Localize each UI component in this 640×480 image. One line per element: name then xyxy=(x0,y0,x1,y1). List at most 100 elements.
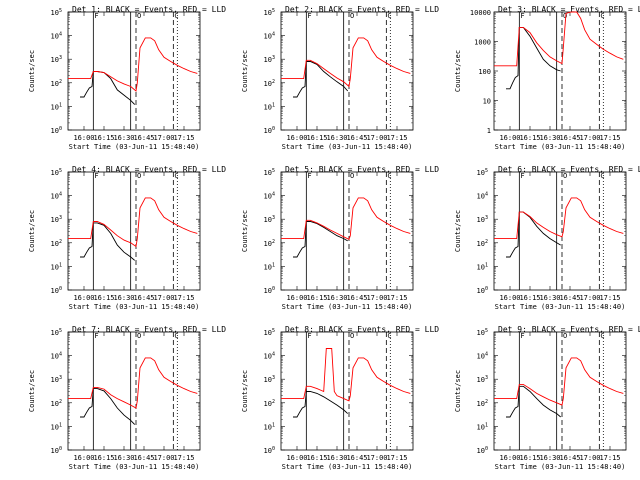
chart-title: Det 5: BLACK = Events, RED = LLD xyxy=(285,165,439,174)
y-tick-label: 100 xyxy=(264,446,275,455)
y-tick-label: 103 xyxy=(264,215,275,224)
x-tick-label: 16:45 xyxy=(346,454,367,462)
x-tick-label: 16:45 xyxy=(133,454,154,462)
x-tick-label: 16:15 xyxy=(519,134,540,142)
y-tick-label: 100 xyxy=(51,446,62,455)
marker-label: O xyxy=(350,172,354,180)
chart-title: Det 1: BLACK = Events, RED = LLD xyxy=(72,5,226,14)
marker-label: O xyxy=(563,172,567,180)
x-tick-label: 17:15 xyxy=(173,134,194,142)
x-tick-label: 16:15 xyxy=(519,294,540,302)
y-tick-label: 102 xyxy=(51,399,62,408)
x-tick-label: 16:30 xyxy=(326,454,347,462)
y-tick-label: 105 xyxy=(51,168,62,177)
panel-det-7: Det 7: BLACK = Events, RED = LLD 100 101 10… xyxy=(28,325,226,471)
y-tick-label: 101 xyxy=(477,422,488,431)
series-line-lld xyxy=(281,37,411,88)
series-line-lld xyxy=(281,197,411,241)
series-line-lld xyxy=(281,348,411,402)
x-tick-label: 16:30 xyxy=(326,294,347,302)
marker-label: F xyxy=(520,12,524,20)
x-tick-label: 16:30 xyxy=(113,134,134,142)
y-tick-label: 104 xyxy=(264,32,275,41)
plot-frame xyxy=(280,11,414,131)
chart-title: Det 8: BLACK = Events, RED = LLD xyxy=(285,325,439,334)
series-line-events xyxy=(293,61,349,98)
x-tick-label: 17:00 xyxy=(153,454,174,462)
y-axis-label: Counts/sec xyxy=(454,210,462,252)
series-line-lld xyxy=(494,197,624,240)
series-line-events xyxy=(80,222,135,261)
x-tick-label: 16:00 xyxy=(286,134,307,142)
marker-label: C xyxy=(387,12,391,20)
y-tick-label: 102 xyxy=(51,79,62,88)
y-axis-label: Counts/sec xyxy=(454,50,462,92)
chart-title: Det 7: BLACK = Events, RED = LLD xyxy=(72,325,226,334)
series-line-lld xyxy=(494,11,624,67)
y-axis-label: Counts/sec xyxy=(28,50,36,92)
marker-label: O xyxy=(563,332,567,340)
y-axis-label: Counts/sec xyxy=(241,210,249,252)
series-line-events xyxy=(506,211,561,258)
series-line-lld xyxy=(494,357,624,406)
panel-det-5: Det 5: BLACK = Events, RED = LLD 100 101 10… xyxy=(241,165,439,311)
y-tick-label: 10000 xyxy=(470,9,491,17)
x-tick-label: 16:45 xyxy=(346,134,367,142)
x-tick-label: 16:15 xyxy=(93,294,114,302)
x-tick-label: 17:15 xyxy=(599,294,620,302)
x-tick-label: 17:15 xyxy=(173,454,194,462)
x-axis-label: Start Time (03-Jun-11 15:48:40) xyxy=(69,463,200,471)
x-tick-label: 17:15 xyxy=(386,294,407,302)
x-tick-label: 17:00 xyxy=(579,134,600,142)
marker-label: C xyxy=(387,172,391,180)
y-axis-label: Counts/sec xyxy=(28,210,36,252)
y-tick-label: 101 xyxy=(477,262,488,271)
marker-label: C xyxy=(174,12,178,20)
x-tick-label: 16:45 xyxy=(346,294,367,302)
x-tick-label: 17:15 xyxy=(386,454,407,462)
x-tick-label: 16:30 xyxy=(113,294,134,302)
marker-label: C xyxy=(174,332,178,340)
y-axis-label: Counts/sec xyxy=(241,50,249,92)
y-tick-label: 101 xyxy=(264,422,275,431)
x-tick-label: 17:00 xyxy=(366,294,387,302)
panel-det-6: Det 6: BLACK = Events, RED = LLD 100 101 10… xyxy=(454,165,640,311)
x-tick-label: 16:00 xyxy=(286,454,307,462)
y-tick-label: 103 xyxy=(51,215,62,224)
series-line-lld xyxy=(68,197,198,248)
series-line-lld xyxy=(68,37,198,92)
plot-frame xyxy=(493,331,627,451)
y-tick-label: 100 xyxy=(478,68,491,76)
y-tick-label: 103 xyxy=(51,375,62,384)
x-axis-label: Start Time (03-Jun-11 15:48:40) xyxy=(282,463,413,471)
x-tick-label: 17:00 xyxy=(153,134,174,142)
x-axis-label: Start Time (03-Jun-11 15:48:40) xyxy=(495,463,626,471)
x-tick-label: 16:45 xyxy=(559,294,580,302)
plot-frame xyxy=(280,171,414,291)
x-axis-label: Start Time (03-Jun-11 15:48:40) xyxy=(282,143,413,151)
x-tick-label: 16:45 xyxy=(559,134,580,142)
y-tick-label: 102 xyxy=(264,399,275,408)
x-tick-label: 17:15 xyxy=(386,134,407,142)
x-tick-label: 16:45 xyxy=(133,294,154,302)
x-tick-label: 16:30 xyxy=(539,454,560,462)
y-tick-label: 100 xyxy=(477,286,488,295)
panel-det-1: Det 1: BLACK = Events, RED = LLD 100 101 10… xyxy=(28,5,226,151)
chart-title: Det 9: BLACK = Events, RED = LLD xyxy=(498,325,640,334)
y-tick-label: 100 xyxy=(264,286,275,295)
series-line-events xyxy=(293,221,348,258)
chart-title: Det 4: BLACK = Events, RED = LLD xyxy=(72,165,226,174)
x-tick-label: 16:45 xyxy=(133,134,154,142)
y-tick-label: 101 xyxy=(264,102,275,111)
y-tick-label: 104 xyxy=(264,192,275,201)
y-tick-label: 10 xyxy=(483,98,491,106)
panel-det-2: Det 2: BLACK = Events, RED = LLD 100 101 10… xyxy=(241,5,439,151)
marker-label: C xyxy=(600,172,604,180)
y-tick-label: 100 xyxy=(477,446,488,455)
series-line-events xyxy=(80,388,136,425)
y-axis-label: Counts/sec xyxy=(28,370,36,412)
y-tick-label: 103 xyxy=(51,55,62,64)
x-axis-label: Start Time (03-Jun-11 15:48:40) xyxy=(282,303,413,311)
series-line-lld xyxy=(68,357,198,409)
x-tick-label: 17:00 xyxy=(366,454,387,462)
